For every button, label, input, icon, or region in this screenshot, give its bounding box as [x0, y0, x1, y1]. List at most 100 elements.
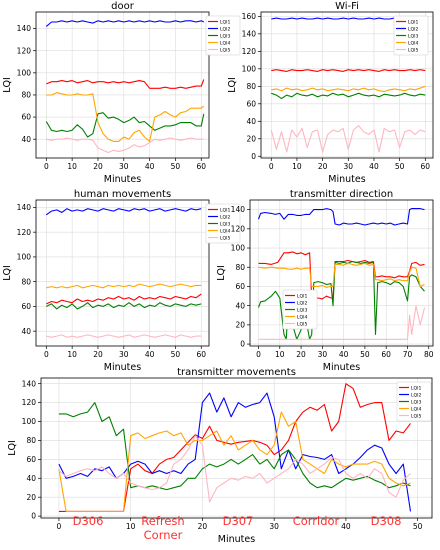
chart-title: human movements	[74, 189, 171, 200]
x-tick-label: 0	[44, 350, 49, 359]
legend-label: LQI2	[297, 301, 308, 307]
x-tick-label: 20	[93, 162, 103, 171]
y-axis-label: LQI	[2, 265, 13, 281]
legend-label: LQI3	[297, 308, 308, 314]
plot-frame	[260, 11, 434, 159]
y-tick-label: 20	[235, 320, 245, 329]
y-tick-label: 0	[251, 152, 256, 161]
x-tick-label: 10	[126, 522, 136, 531]
y-tick-label: 100	[17, 253, 32, 262]
legend-label: LQI3	[408, 34, 419, 40]
y-tick-label: 60	[21, 302, 31, 311]
y-tick-label: 100	[242, 64, 257, 73]
legend-label: LQI4	[220, 41, 231, 47]
series-line-lqi2	[45, 20, 205, 27]
legend-label: LQI5	[297, 322, 308, 328]
x-tick-label: 10	[292, 162, 302, 171]
x-tick-label: 40	[341, 522, 351, 531]
legend-label: LQI1	[297, 294, 308, 300]
room-annotation: Corner	[144, 528, 183, 542]
legend-label: LQI2	[220, 27, 231, 33]
x-tick-label: 10	[67, 162, 77, 171]
series-line-lqi5	[270, 125, 426, 153]
y-tick-label: 80	[21, 91, 31, 100]
plot-frame	[35, 11, 210, 159]
y-tick-label: 60	[246, 99, 256, 108]
x-tick-label: 20	[318, 162, 328, 171]
x-tick-label: 60	[421, 162, 431, 171]
chart-title: transmitter movements	[177, 367, 296, 378]
x-tick-label: 10	[275, 350, 285, 359]
y-tick-label: 40	[246, 117, 256, 126]
y-tick-label: 80	[246, 82, 256, 91]
y-tick-label: 140	[231, 205, 246, 214]
x-axis-label: Minutes	[328, 174, 365, 185]
legend-label: LQI1	[220, 20, 231, 26]
legend-box	[396, 381, 432, 422]
legend-box	[393, 15, 429, 56]
x-tick-label: 60	[196, 162, 206, 171]
plot-area	[36, 12, 209, 158]
series-line-lqi4	[271, 85, 426, 93]
plot-area	[250, 200, 433, 346]
y-tick-label: 140	[17, 203, 32, 212]
y-tick-label: 120	[17, 46, 32, 55]
x-tick-label: 60	[196, 350, 206, 359]
y-axis-label: LQI	[7, 440, 18, 456]
y-tick-label: 40	[21, 135, 31, 144]
plot-area	[36, 200, 209, 346]
y-axis-label: LQI	[216, 265, 227, 281]
legend-label: LQI5	[220, 236, 231, 242]
y-tick-label: 100	[231, 244, 246, 253]
y-tick-label: 80	[235, 263, 245, 272]
y-axis-label: LQI	[227, 77, 238, 93]
y-tick-label: 120	[231, 224, 246, 233]
x-tick-label: 30	[344, 162, 354, 171]
legend-box	[205, 15, 241, 56]
x-tick-label: 0	[256, 350, 261, 359]
room-annotation: D306	[73, 514, 104, 528]
x-tick-label: 40	[369, 162, 379, 171]
plot-frame	[40, 377, 433, 519]
y-tick-label: 0	[240, 340, 245, 349]
series-line-lqi5	[46, 334, 202, 338]
series-line-lqi2	[257, 208, 425, 226]
x-tick-label: 40	[339, 350, 349, 359]
series-line-lqi2	[45, 208, 202, 216]
series-line-lqi4	[58, 411, 411, 512]
legend-label: LQI1	[408, 20, 419, 26]
series-line-lqi5	[46, 137, 204, 154]
legend-label: LQI3	[220, 34, 231, 40]
y-tick-label: 0	[31, 512, 36, 521]
x-tick-label: 0	[269, 162, 274, 171]
series-line-lqi3	[271, 92, 426, 100]
x-tick-label: 30	[119, 162, 129, 171]
y-tick-label: 120	[22, 398, 37, 407]
y-tick-label: 20	[26, 493, 36, 502]
legend-label: LQI4	[408, 41, 419, 47]
series-line-lqi5	[58, 435, 411, 503]
x-tick-label: 20	[198, 522, 208, 531]
x-tick-label: 40	[145, 162, 155, 171]
y-tick-label: 40	[235, 301, 245, 310]
legend-label: LQI2	[408, 27, 419, 33]
series-line-lqi4	[258, 262, 425, 288]
x-axis-label: Minutes	[104, 362, 141, 373]
plot-area	[41, 378, 432, 518]
legend-label: LQI4	[220, 229, 231, 235]
x-axis-label: Minutes	[323, 362, 360, 373]
y-tick-label: 140	[17, 24, 32, 33]
room-annotation: D307	[223, 514, 254, 528]
series-line-lqi4	[46, 283, 202, 289]
y-tick-label: 140	[22, 379, 37, 388]
x-axis-label: Minutes	[218, 534, 255, 545]
y-tick-label: 20	[246, 134, 256, 143]
x-axis-label: Minutes	[104, 174, 141, 185]
x-tick-label: 10	[67, 350, 77, 359]
chart-title: Wi-Fi	[335, 1, 359, 12]
plot-frame	[35, 199, 210, 347]
y-tick-label: 140	[242, 29, 257, 38]
legend-label: LQI3	[220, 222, 231, 228]
chart-title: transmitter direction	[290, 189, 393, 200]
x-tick-label: 30	[119, 350, 129, 359]
